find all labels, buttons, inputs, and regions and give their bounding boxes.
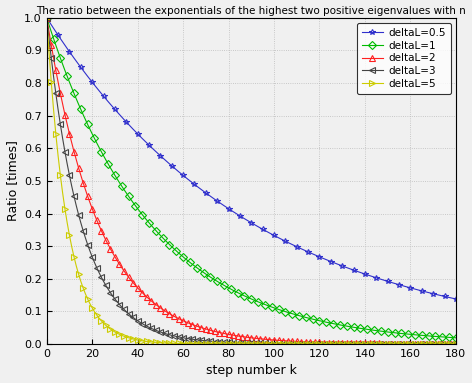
- deltaL=5: [105, 325, 111, 330]
- deltaL=2: [453, 342, 459, 346]
- Title: The ratio between the exponentials of the highest two positive eigenvalues with : The ratio between the exponentials of th…: [36, 6, 466, 16]
- deltaL=0.5: [44, 15, 50, 20]
- deltaL=3: [239, 340, 245, 345]
- deltaL=0.5: [242, 216, 247, 221]
- deltaL=0.5: [239, 215, 245, 219]
- deltaL=3: [453, 342, 459, 346]
- deltaL=3: [44, 15, 50, 20]
- X-axis label: step number k: step number k: [206, 365, 297, 377]
- deltaL=1: [383, 329, 388, 334]
- deltaL=5: [383, 342, 388, 346]
- deltaL=1: [453, 336, 459, 340]
- deltaL=2: [105, 242, 111, 247]
- deltaL=2: [239, 334, 245, 339]
- Legend: deltaL=0.5, deltaL=1, deltaL=2, deltaL=3, deltaL=5: deltaL=0.5, deltaL=1, deltaL=2, deltaL=3…: [357, 23, 451, 94]
- deltaL=1: [242, 294, 247, 298]
- deltaL=0.5: [105, 99, 111, 104]
- deltaL=1: [239, 293, 245, 297]
- deltaL=5: [453, 342, 459, 346]
- deltaL=0.5: [383, 278, 388, 283]
- Y-axis label: Ratio [times]: Ratio [times]: [6, 141, 18, 221]
- deltaL=1: [451, 336, 456, 340]
- deltaL=2: [451, 342, 456, 346]
- deltaL=1: [78, 107, 84, 112]
- deltaL=2: [78, 173, 84, 178]
- deltaL=2: [242, 335, 247, 339]
- deltaL=0.5: [451, 296, 456, 301]
- deltaL=2: [383, 341, 388, 346]
- deltaL=0.5: [453, 297, 459, 301]
- deltaL=1: [105, 162, 111, 166]
- deltaL=3: [383, 342, 388, 346]
- deltaL=1: [44, 15, 50, 20]
- Line: deltaL=5: deltaL=5: [44, 15, 459, 347]
- deltaL=3: [78, 221, 84, 225]
- Line: deltaL=1: deltaL=1: [44, 15, 459, 340]
- deltaL=3: [105, 287, 111, 291]
- deltaL=3: [451, 342, 456, 346]
- deltaL=3: [242, 341, 247, 345]
- deltaL=5: [78, 279, 84, 284]
- Line: deltaL=2: deltaL=2: [44, 15, 459, 347]
- deltaL=0.5: [78, 65, 84, 70]
- deltaL=5: [239, 342, 245, 346]
- deltaL=2: [44, 15, 50, 20]
- deltaL=5: [242, 342, 247, 346]
- Line: deltaL=3: deltaL=3: [44, 15, 459, 347]
- Line: deltaL=0.5: deltaL=0.5: [44, 15, 459, 302]
- deltaL=5: [451, 342, 456, 346]
- deltaL=5: [44, 15, 50, 20]
